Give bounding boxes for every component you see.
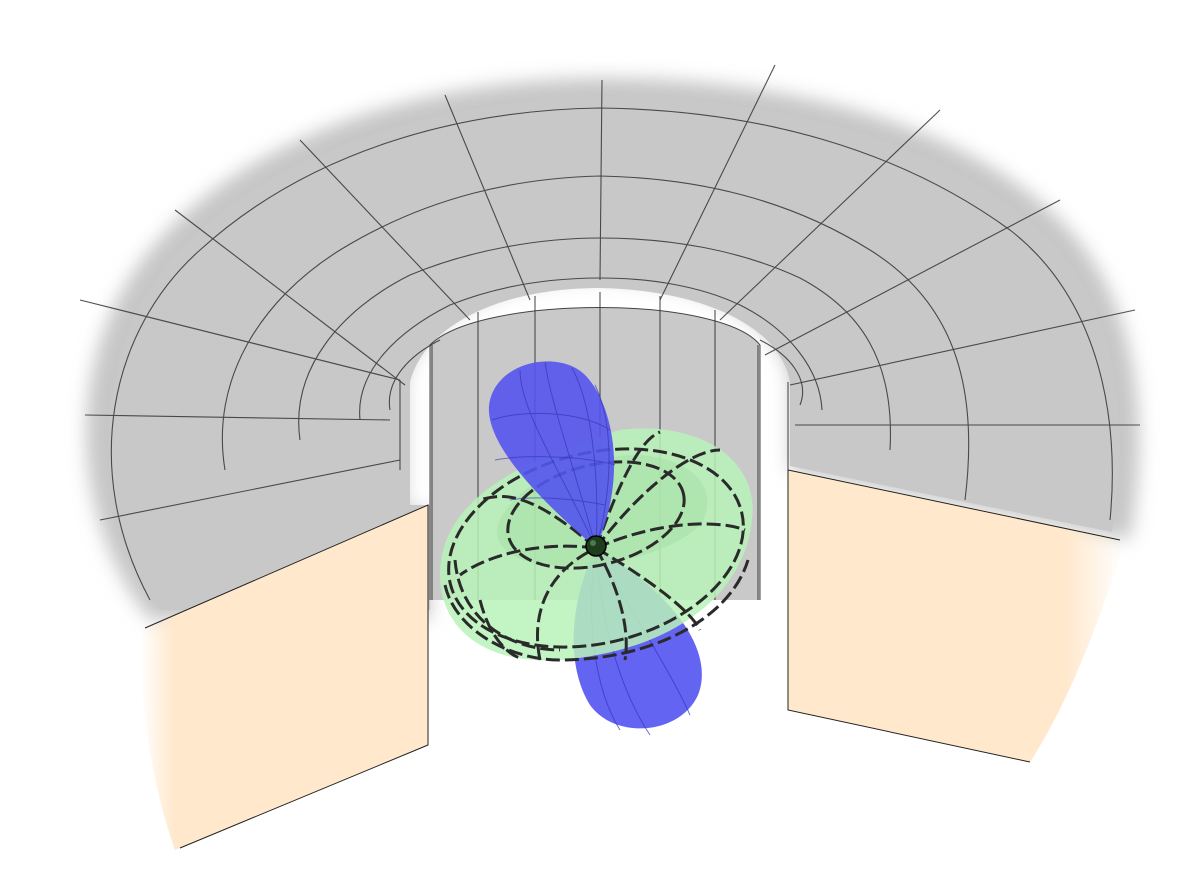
nucleus-point <box>585 535 607 557</box>
right-side-panel <box>787 469 1125 763</box>
left-side-panel <box>140 504 429 850</box>
upper-lobe <box>488 361 616 549</box>
